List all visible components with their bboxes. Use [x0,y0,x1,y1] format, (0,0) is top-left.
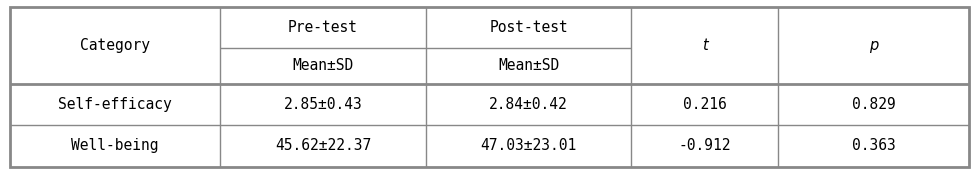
Text: p: p [868,38,877,53]
Text: Category: Category [80,38,150,53]
Text: 2.84±0.42: 2.84±0.42 [489,97,567,112]
Text: Well-being: Well-being [71,138,158,153]
Text: 0.363: 0.363 [851,138,895,153]
Text: -0.912: -0.912 [678,138,731,153]
Text: 47.03±23.01: 47.03±23.01 [480,138,576,153]
Text: Mean±SD: Mean±SD [292,58,353,73]
Text: t: t [701,38,707,53]
Text: 2.85±0.43: 2.85±0.43 [284,97,362,112]
Text: Self-efficacy: Self-efficacy [58,97,172,112]
Text: Pre-test: Pre-test [288,20,358,35]
Text: Post-test: Post-test [489,20,567,35]
Text: Mean±SD: Mean±SD [498,58,558,73]
Text: 45.62±22.37: 45.62±22.37 [275,138,371,153]
Text: 0.829: 0.829 [851,97,895,112]
Text: 0.216: 0.216 [683,97,726,112]
